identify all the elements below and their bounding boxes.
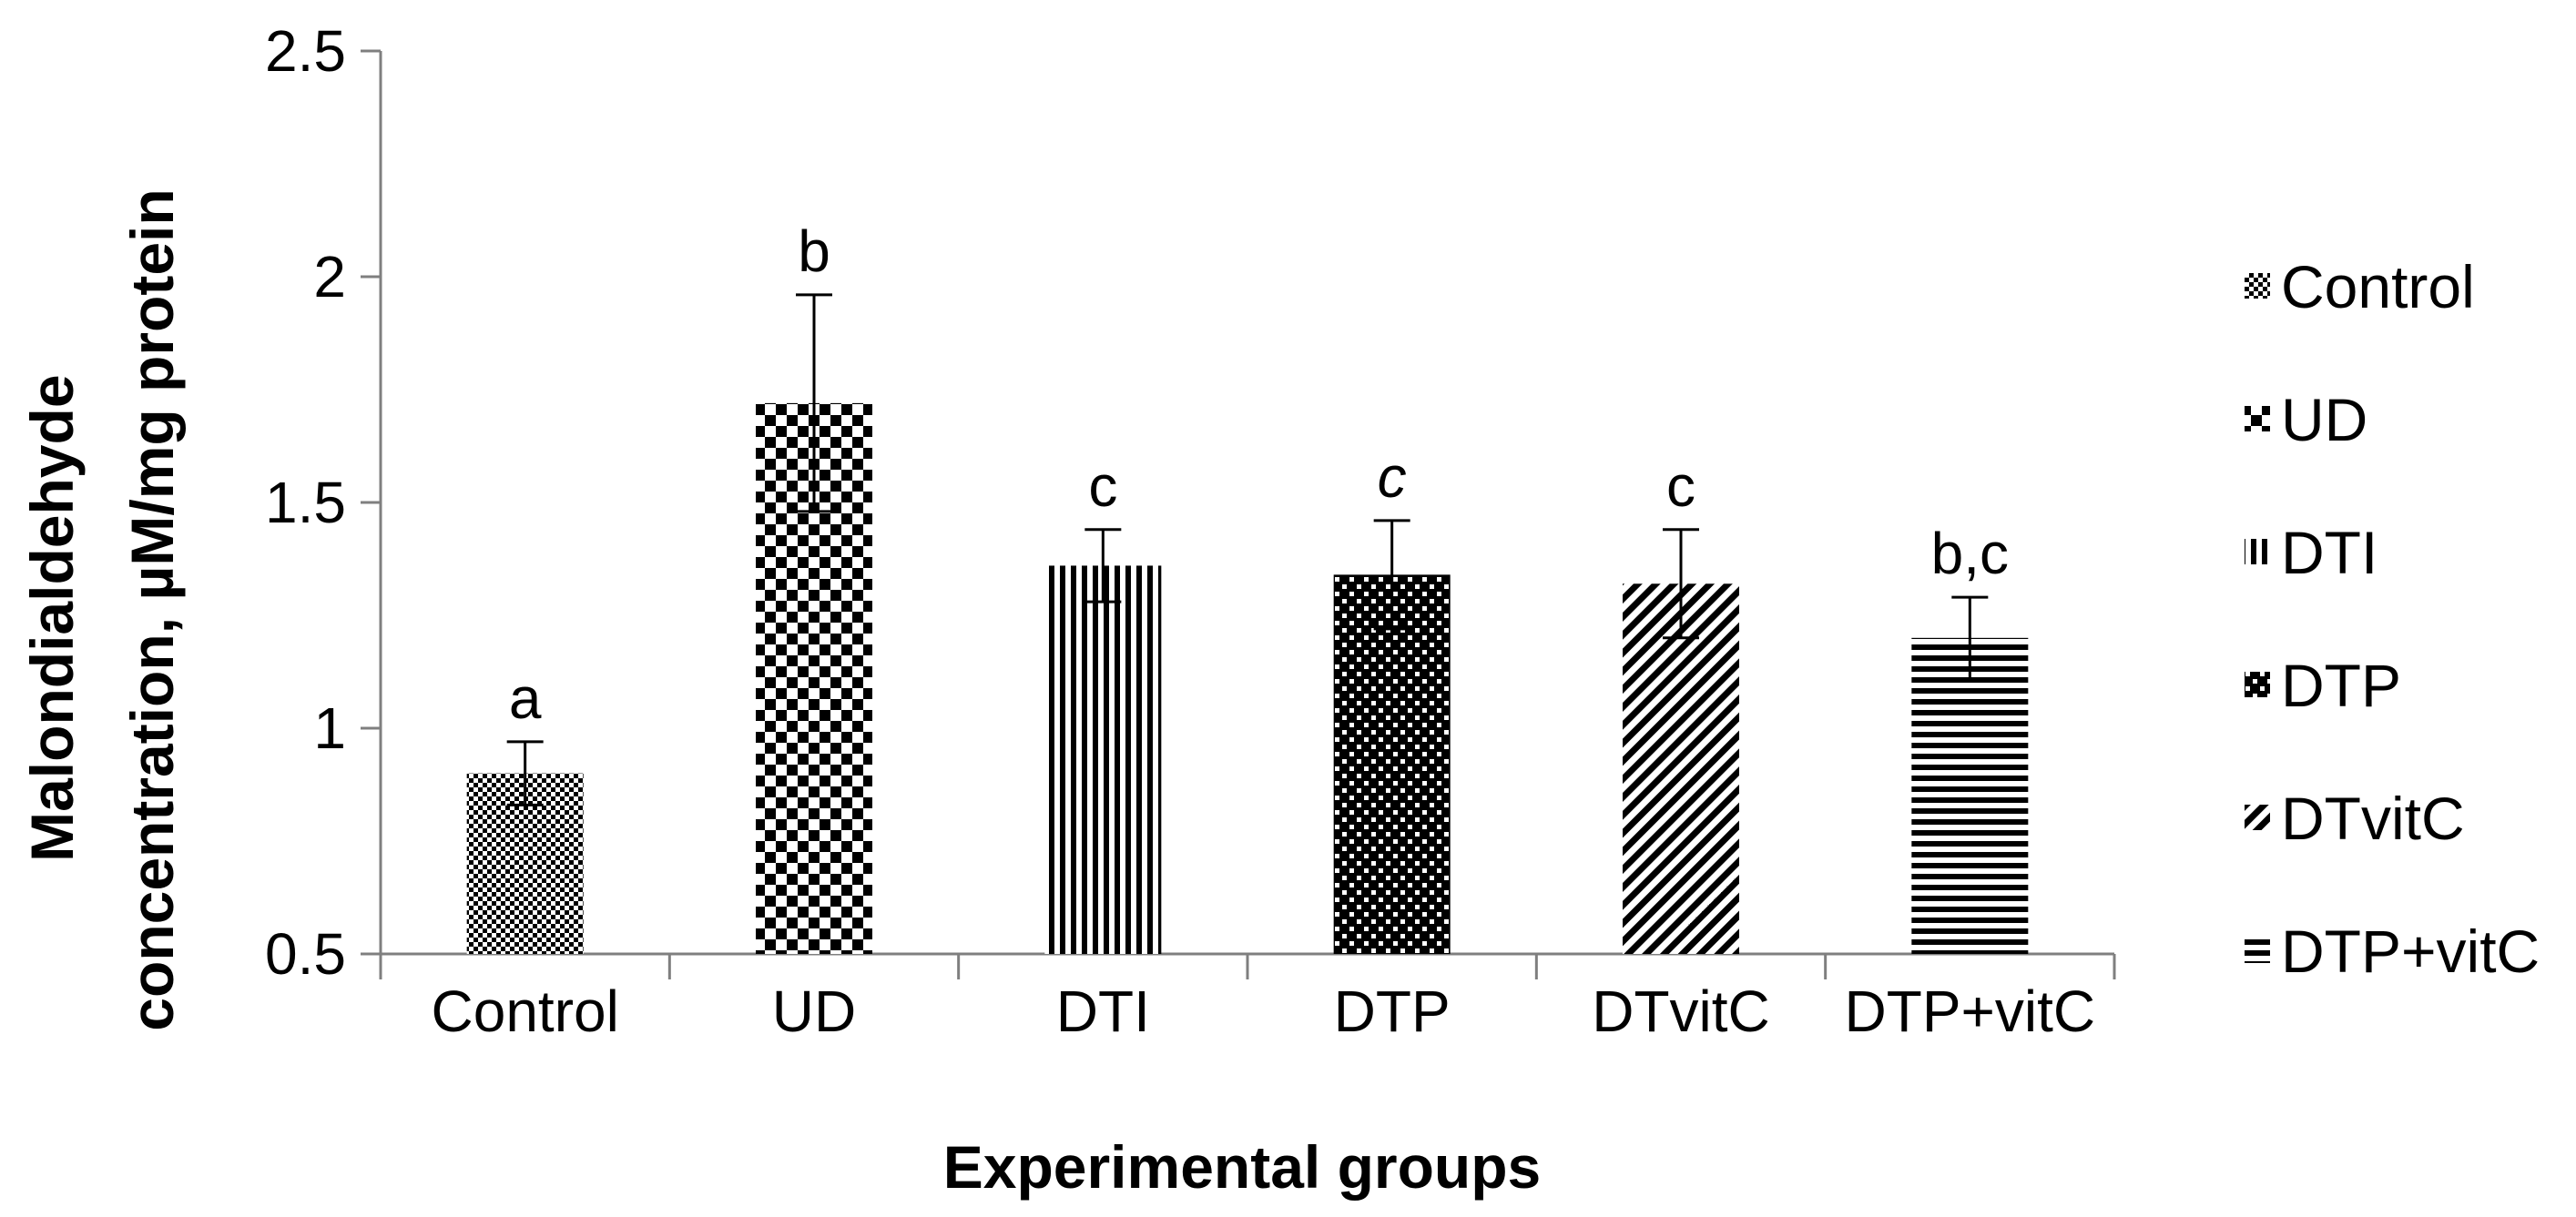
y-axis-title-line-1: Malondialdehyde xyxy=(18,374,86,861)
x-tick-label: DTvitC xyxy=(1592,979,1770,1044)
legend-label: UD xyxy=(2281,386,2367,453)
x-axis-title: Experimental groups xyxy=(943,1133,1542,1201)
x-tick-label: DTP xyxy=(1334,979,1451,1044)
y-tick-label: 1.5 xyxy=(265,470,346,535)
y-axis-title: Malondialdehyde concentration, µM/mg pro… xyxy=(18,188,186,1030)
significance-label: c xyxy=(1378,444,1407,510)
legend-label: DTP xyxy=(2281,652,2401,719)
x-tick-label: DTP+vitC xyxy=(1845,979,2096,1044)
y-tick-label: 1 xyxy=(313,695,346,761)
significance-label: b xyxy=(798,218,830,284)
bar-dtvitc xyxy=(1623,583,1739,954)
legend: Control UD DTI DTP DTvitC DTP+vitC xyxy=(2245,253,2540,985)
legend-label: DTI xyxy=(2281,519,2377,586)
y-tick-label: 0.5 xyxy=(265,921,346,987)
significance-label: c xyxy=(1088,453,1117,519)
x-tick-label: UD xyxy=(772,979,856,1044)
legend-swatch xyxy=(2245,805,2270,830)
legend-label: Control xyxy=(2281,253,2475,320)
y-tick-label: 2 xyxy=(313,244,346,309)
plot-area: 0.5 1 1.5 2 2.5 a Control b UD c DTI c DTP c DTvitC b,c… xyxy=(265,18,2116,1044)
bar-dtp xyxy=(1333,574,1451,954)
x-tick-label: DTI xyxy=(1056,979,1150,1044)
legend-swatch xyxy=(2245,406,2270,431)
x-tick-label: Control xyxy=(432,979,619,1044)
bar-dtp-vitc xyxy=(1911,637,2029,954)
significance-label: a xyxy=(509,665,542,731)
y-tick-label: 2.5 xyxy=(265,18,346,84)
bar-dti xyxy=(1044,565,1162,954)
significance-label: b,c xyxy=(1931,521,2009,586)
legend-label: DTP+vitC xyxy=(2281,918,2540,985)
legend-swatch xyxy=(2245,273,2270,299)
legend-label: DTvitC xyxy=(2281,785,2465,852)
significance-label: c xyxy=(1666,453,1695,519)
legend-swatch xyxy=(2245,938,2270,963)
y-axis-title-line-2: concentration, µM/mg protein xyxy=(118,188,186,1030)
legend-swatch xyxy=(2245,539,2270,564)
legend-swatch xyxy=(2245,672,2270,697)
